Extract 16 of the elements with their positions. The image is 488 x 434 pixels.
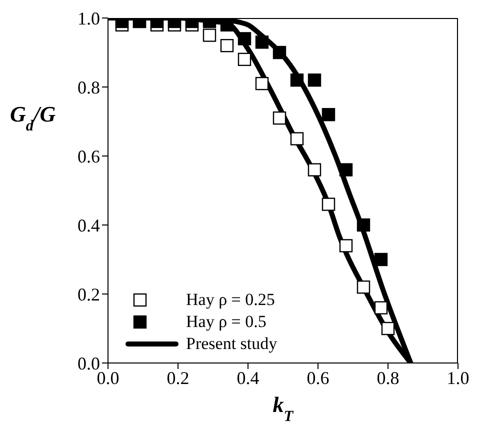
y-tick-label: 1.0 (78, 8, 100, 28)
x-tick-label: 0.2 (166, 368, 190, 388)
legend-label: Hay ρ = 0.25 (186, 289, 275, 311)
x-axis-title: k$_{T}$ (272, 392, 294, 424)
y-axis-title: G$_{d}$/G (10, 102, 56, 134)
legend-label: Hay ρ = 0.5 (186, 311, 266, 333)
y-tick-label: 0.2 (78, 284, 100, 304)
x-tick-label: 0.4 (236, 368, 260, 388)
y-tick-label: 0.0 (78, 353, 100, 374)
y-tick-label: 0.4 (78, 215, 100, 236)
y-tick-label: 0.8 (78, 77, 100, 98)
x-tick-label: 1.0 (446, 368, 470, 388)
y-tick-label: 0.6 (78, 146, 100, 166)
x-tick-label: 0.8 (376, 368, 400, 388)
legend-label: Present study (186, 333, 278, 355)
x-tick-label: 0.6 (306, 368, 330, 388)
